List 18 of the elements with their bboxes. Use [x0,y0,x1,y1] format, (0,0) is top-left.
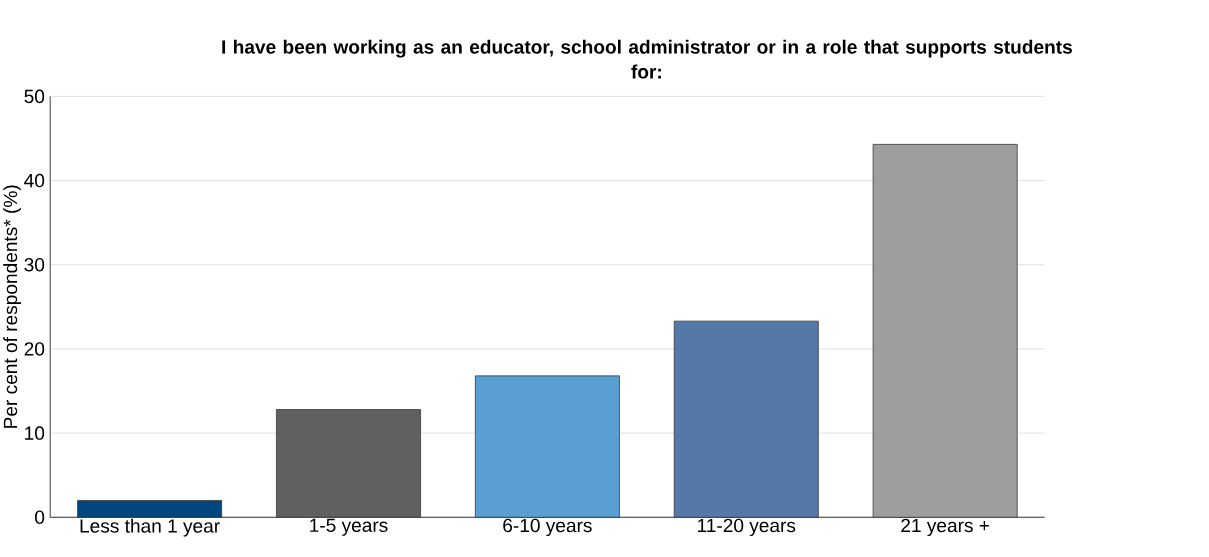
y-tick-label: 0 [35,510,45,524]
x-tick-label: 6-10 years [503,518,592,536]
bar [872,143,1018,518]
y-axis-title: Per cent of respondents* (%) [3,185,21,428]
y-tick-label: 50 [24,89,45,103]
x-tick-label: 21 years + [901,518,990,536]
y-tick-label: 10 [25,426,45,440]
y-tick-label: 40 [24,173,45,188]
bar [474,375,620,518]
chart-title: I have been working as an educator, school administrator or in a role that supports students for: [222,39,1072,79]
x-tick-label: Less than 1 year [80,518,220,537]
y-tick-label: 30 [24,257,45,272]
x-tick-label: 11-20 years [698,518,796,536]
bar [276,408,421,518]
bar [77,499,223,518]
bar [673,320,819,518]
y-tick-label: 20 [24,341,45,356]
x-tick-label: 1-5 years [310,518,388,536]
